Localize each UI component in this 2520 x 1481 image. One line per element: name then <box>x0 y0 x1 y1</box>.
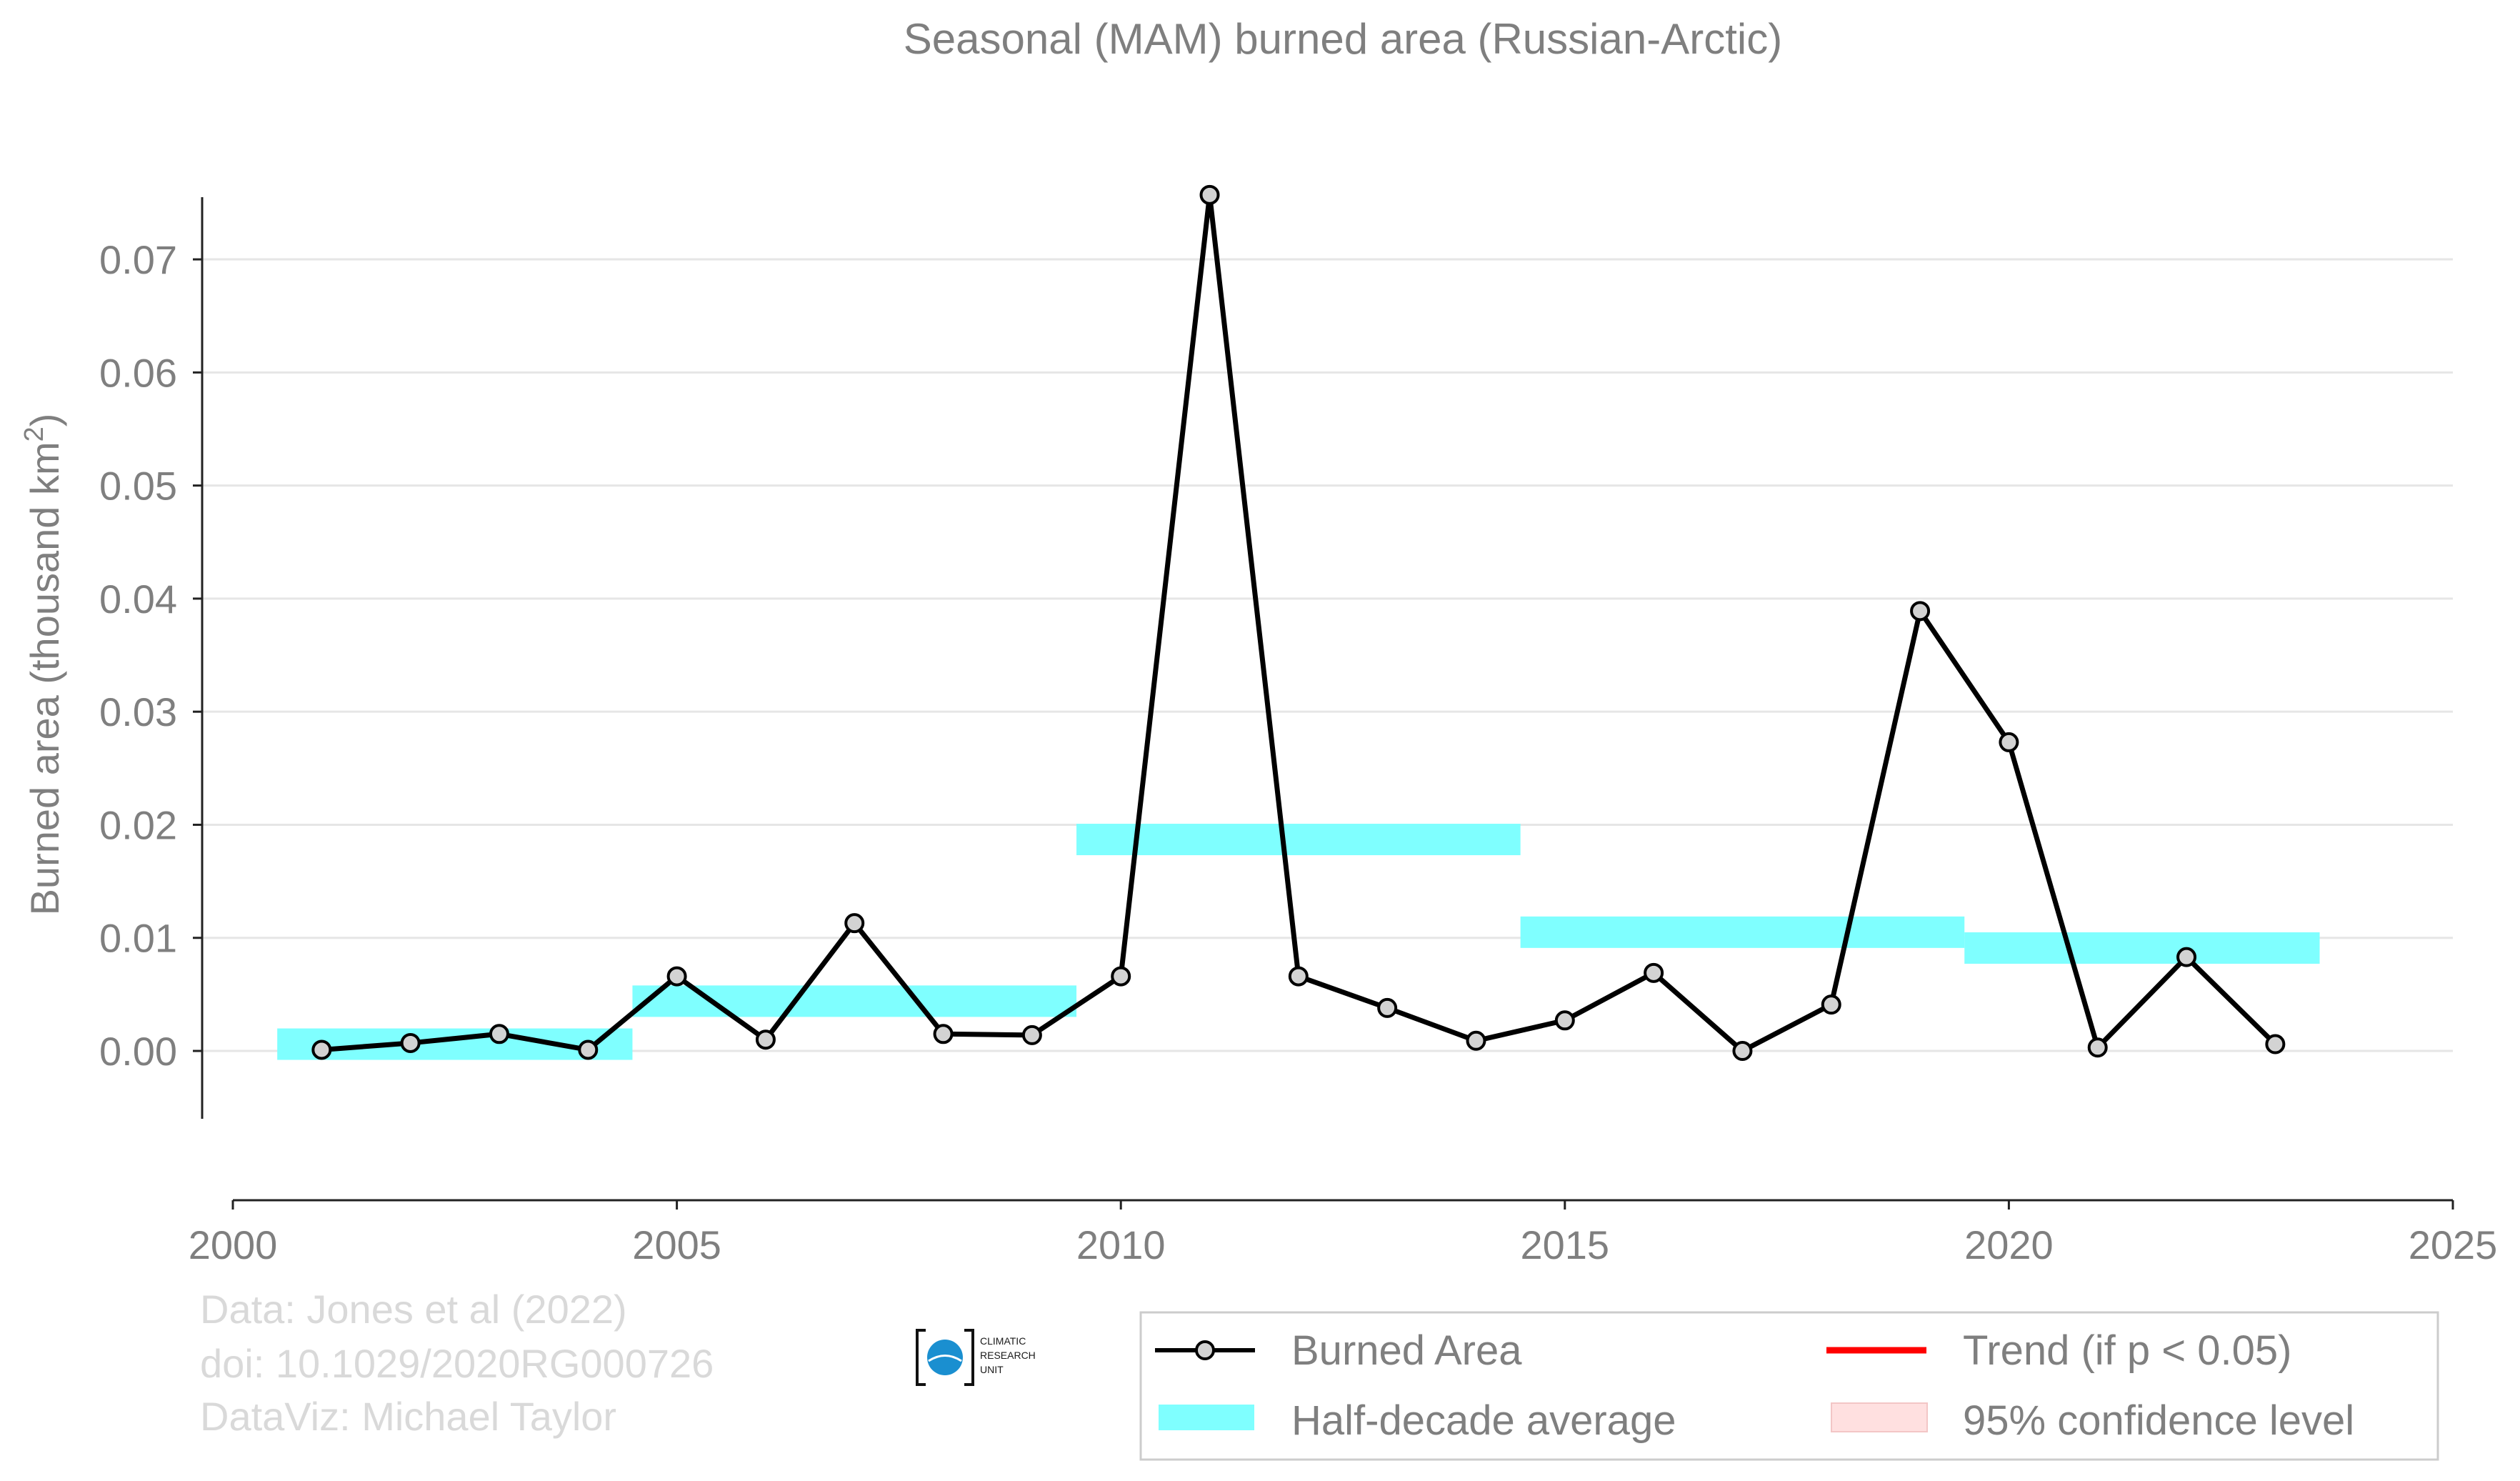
y-tick-label-3: 0.03 <box>99 689 177 734</box>
cru-globe-wave-icon <box>928 1355 962 1362</box>
axes <box>201 197 2453 1202</box>
y-tick-label-2: 0.02 <box>99 802 177 847</box>
y-tick-label-0: 0.00 <box>99 1029 177 1074</box>
data-point-2004 <box>578 1039 599 1060</box>
cru-globe-icon <box>927 1340 963 1375</box>
chart-title: Seasonal (MAM) burned area (Russian-Arct… <box>904 15 1782 63</box>
data-point-2012 <box>1288 966 1309 987</box>
cru-bracket-right-icon <box>964 1329 974 1386</box>
data-point-2013 <box>1377 997 1398 1018</box>
y-tick-label-6: 0.06 <box>99 350 177 395</box>
half-decade-bar-4 <box>1964 932 2320 964</box>
burned-area-series <box>311 184 2286 1062</box>
y-axis-label-superscript: 2 <box>19 427 49 442</box>
cru-bracket-left-icon <box>916 1329 926 1386</box>
data-point-2011 <box>1199 184 1220 205</box>
data-point-2010 <box>1111 966 1131 987</box>
data-point-2017 <box>1732 1041 1753 1062</box>
cru-logo-line2: RESEARCH <box>980 1350 1036 1361</box>
data-point-2002 <box>400 1032 421 1053</box>
data-point-2007 <box>844 913 865 934</box>
credit-doi: doi: 10.1029/2020RG000726 <box>200 1341 714 1386</box>
data-point-2018 <box>1821 994 1841 1015</box>
data-point-2019 <box>1910 601 1931 622</box>
x-tick-label-3: 2015 <box>1521 1222 1610 1267</box>
data-point-2016 <box>1644 962 1664 983</box>
cru-logo: CLIMATIC RESEARCH UNIT <box>916 1329 1036 1386</box>
legend-confidence-label: 95% confidence level <box>1963 1397 2354 1444</box>
x-ticks: 2000 2005 2010 2015 2020 2025 <box>189 1200 2498 1267</box>
legend-frame <box>1139 1311 2439 1461</box>
data-point-2006 <box>755 1029 776 1050</box>
data-point-2005 <box>666 966 687 987</box>
half-decade-bar-2 <box>1076 824 1521 856</box>
x-tick-label-1: 2005 <box>632 1222 721 1267</box>
y-axis-label-end: ) <box>22 414 67 427</box>
cru-logo-line1: CLIMATIC <box>980 1335 1026 1347</box>
data-point-2020 <box>1999 732 2019 752</box>
credit-data-source: Data: Jones et al (2022) <box>200 1287 627 1332</box>
y-tick-label-1: 0.01 <box>99 916 177 961</box>
legend-burned-area-label: Burned Area <box>1291 1327 1522 1374</box>
half-decade-bar-3 <box>1520 916 1965 948</box>
data-point-2001 <box>311 1039 332 1060</box>
half-decade-bar-1 <box>632 985 1077 1017</box>
legend: Burned Area Trend (if p < 0.05) Half-dec… <box>1139 1311 2439 1461</box>
credit-dataviz: DataViz: Michael Taylor <box>200 1394 616 1439</box>
x-tick-label-2: 2010 <box>1076 1222 1166 1267</box>
y-ticks: 0.00 0.01 0.02 0.03 0.04 0.05 0.06 0.07 <box>99 237 202 1074</box>
legend-trend-label: Trend (if p < 0.05) <box>1963 1327 2291 1374</box>
y-tick-label-5: 0.05 <box>99 464 177 509</box>
data-point-2015 <box>1554 1010 1575 1031</box>
data-point-2014 <box>1466 1030 1486 1051</box>
y-tick-label-7: 0.07 <box>99 237 177 282</box>
data-point-2008 <box>933 1024 954 1044</box>
legend-half-decade-band-icon <box>1159 1405 1254 1430</box>
x-tick-label-0: 2000 <box>189 1222 278 1267</box>
data-point-2022 <box>2176 947 2197 967</box>
credits: Data: Jones et al (2022) doi: 10.1029/20… <box>200 1287 714 1439</box>
data-point-2023 <box>2265 1034 2286 1054</box>
data-point-2003 <box>489 1024 509 1044</box>
half-decade-bar-0 <box>277 1028 633 1060</box>
legend-half-decade-label: Half-decade average <box>1291 1397 1676 1444</box>
x-tick-label-4: 2020 <box>1964 1222 2054 1267</box>
legend-confidence-patch-icon <box>1831 1402 1928 1432</box>
x-tick-label-5: 2025 <box>2409 1222 2498 1267</box>
data-point-2021 <box>2087 1037 2108 1058</box>
y-axis-label-main: Burned area (thousand km <box>22 442 67 915</box>
cru-logo-line3: UNIT <box>980 1364 1004 1375</box>
y-axis-label: Burned area (thousand km2) <box>19 414 67 916</box>
legend-burned-area-marker-icon <box>1195 1340 1215 1360</box>
half-decade-bands <box>277 824 2320 1060</box>
data-point-2009 <box>1021 1024 1042 1045</box>
series-line-0 <box>321 192 2277 1054</box>
grid-lines <box>202 258 2453 1052</box>
y-tick-label-4: 0.04 <box>99 577 177 622</box>
